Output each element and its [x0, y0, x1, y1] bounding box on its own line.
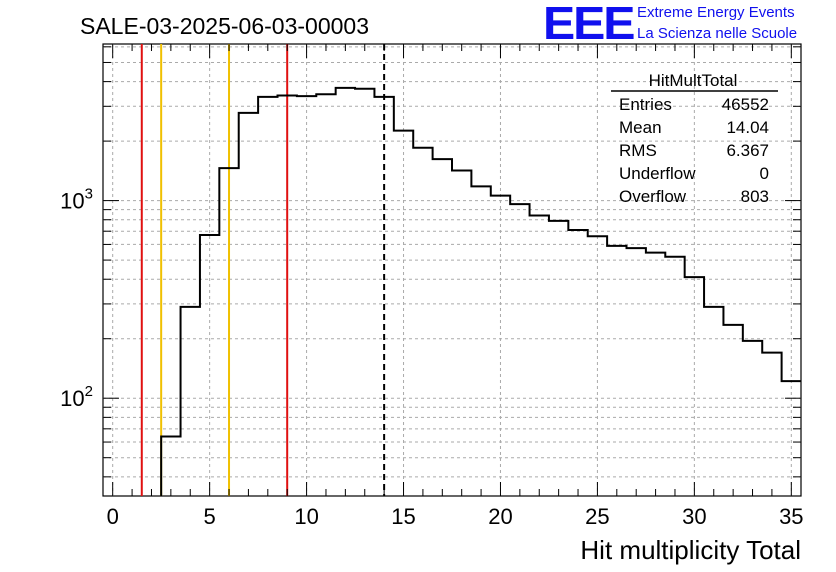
stats-box: HitMultTotal Entries 46552 Mean 14.04 RMS 6.3…: [611, 71, 778, 206]
x-tick-label: 35: [779, 504, 803, 529]
y-tick-label: 102: [60, 383, 93, 411]
y-axis: 102 103: [60, 46, 801, 478]
eee-logo: EEE: [543, 0, 635, 49]
stats-row-value: 46552: [722, 95, 769, 114]
x-tick-label: 25: [585, 504, 609, 529]
x-tick-label: 15: [391, 504, 415, 529]
x-tick-label: 30: [682, 504, 706, 529]
x-axis: 0 5 10 15 20 25 30 35: [107, 44, 804, 529]
x-tick-label: 20: [488, 504, 512, 529]
stats-row-label: Underflow: [619, 164, 696, 183]
x-tick-label: 10: [294, 504, 318, 529]
histogram-series: [160, 86, 801, 496]
logo-line-2: La Scienza nelle Scuole: [637, 25, 798, 42]
x-tick-label: 5: [204, 504, 216, 529]
stats-title: HitMultTotal: [649, 71, 738, 90]
stats-row-value: 14.04: [726, 118, 769, 137]
stats-row-label: Entries: [619, 95, 672, 114]
cut-lines: [140, 44, 386, 496]
stats-row-value: 6.367: [726, 141, 769, 160]
x-axis-label: Hit multiplicity Total: [580, 535, 801, 565]
stats-row-value: 0: [760, 164, 769, 183]
logo-line-1: Extreme Energy Events: [637, 4, 795, 21]
stats-row-label: RMS: [619, 141, 657, 160]
plot-frame: [102, 43, 802, 497]
run-title: SALE-03-2025-06-03-00003: [80, 13, 369, 39]
stats-row-value: 803: [741, 187, 769, 206]
y-tick-label: 103: [60, 186, 93, 214]
grid-lines: [103, 44, 801, 496]
stats-row-label: Mean: [619, 118, 662, 137]
x-tick-label: 0: [107, 504, 119, 529]
stats-row-label: Overflow: [619, 187, 687, 206]
